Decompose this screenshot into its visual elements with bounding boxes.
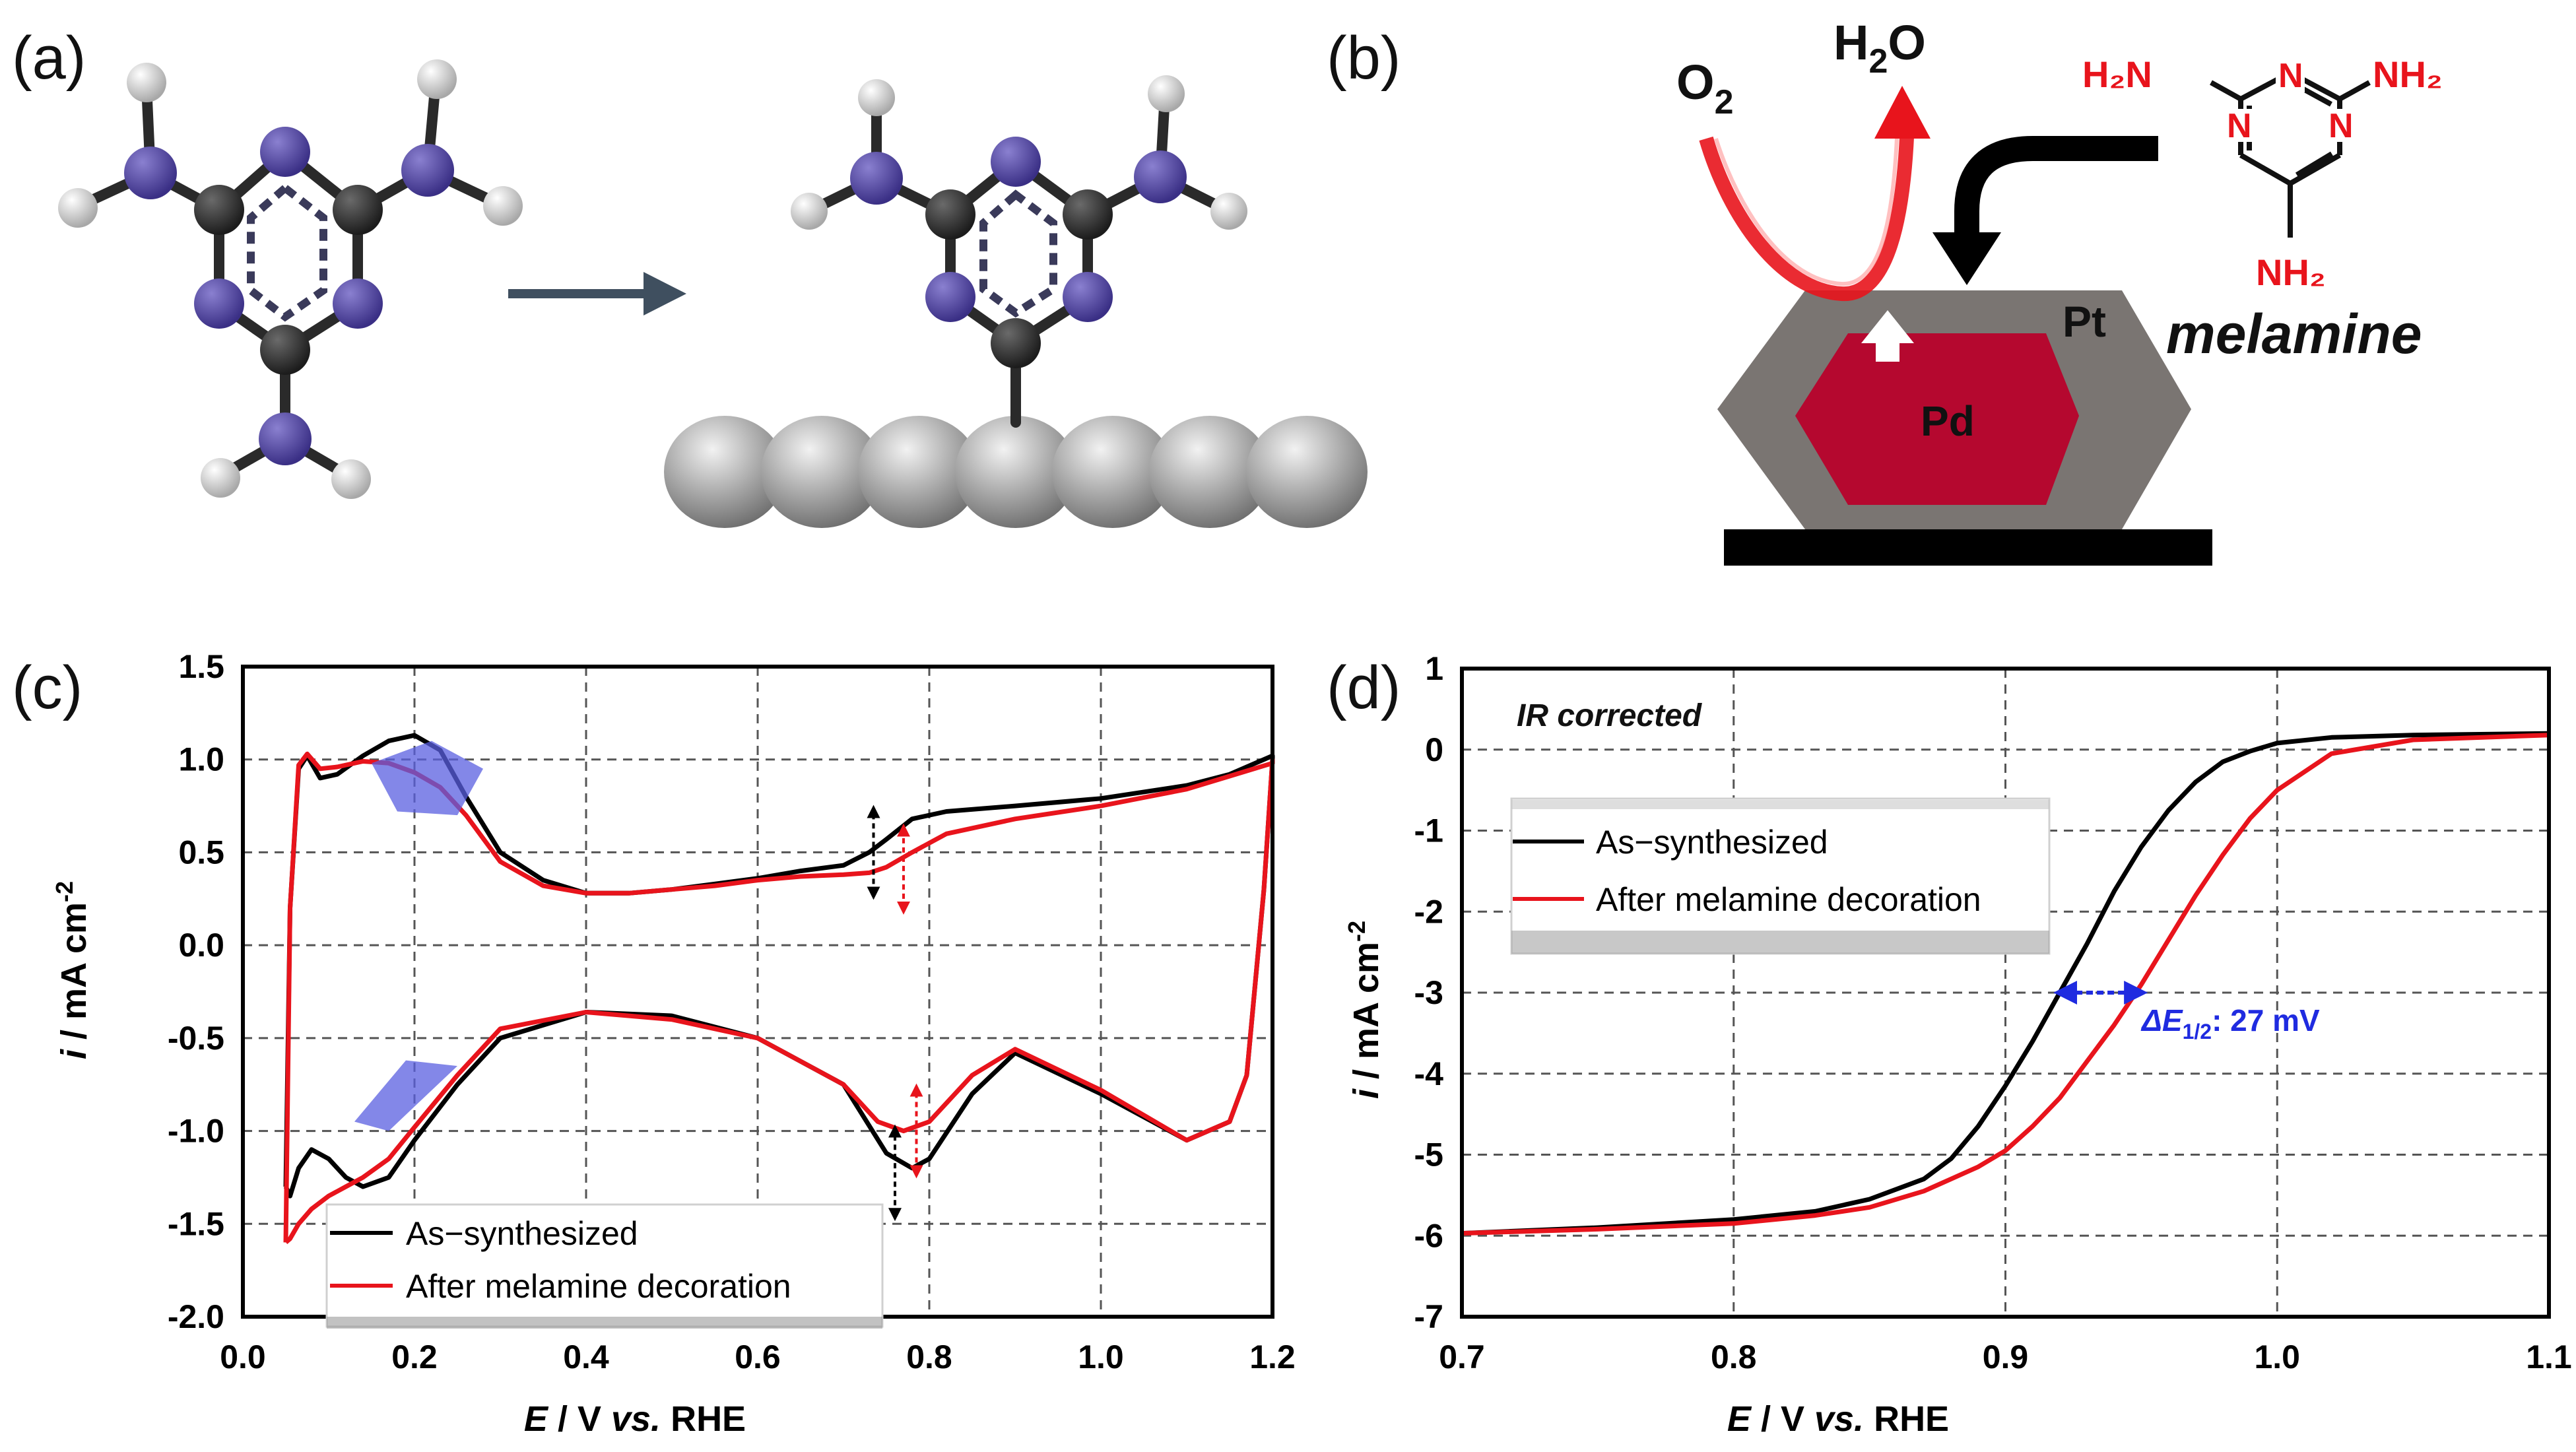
nh2-right-label: NH₂: [2373, 53, 2443, 95]
reaction-arrow: [508, 272, 686, 315]
ring-n-right: N: [2328, 107, 2354, 145]
lsv-grid: [1462, 669, 2549, 1317]
lsv-plot-frame: [1460, 667, 2551, 1319]
substrate-bar: [1724, 529, 2212, 566]
lsv-x-tick-label: 0.8: [1711, 1338, 1757, 1375]
cv-y-axis-title: i / mA cm-2: [51, 881, 94, 1059]
cv-legend-label-as: As−synthesized: [406, 1215, 638, 1252]
cv-y-tick-label: -0.5: [168, 1020, 224, 1057]
cv-adsorption-region-marker: [372, 741, 483, 816]
cv-x-tick-label: 0.6: [735, 1338, 781, 1375]
lsv-x-tick-label: 0.7: [1439, 1338, 1485, 1375]
lsv-y-tick-label: 1: [1425, 650, 1443, 687]
h2o-label: H2O: [1833, 15, 1926, 81]
melamine-structure: [2210, 70, 2371, 238]
melamine-label: melamine: [2166, 303, 2422, 365]
o2-label: O2: [1676, 55, 1733, 121]
lsv-y-tick-label: -3: [1414, 974, 1443, 1011]
nh2-left-label: H₂N: [2082, 53, 2152, 95]
panel-label-b: (b): [1327, 24, 1401, 92]
lsv-y-tick-label: -5: [1414, 1137, 1443, 1173]
cv-x-tick-label: 0.0: [220, 1338, 266, 1375]
ring-n-top: N: [2278, 57, 2303, 95]
cv-legend-label-after: After melamine decoration: [406, 1268, 791, 1305]
cv-y-tick-label: 1.0: [178, 741, 224, 778]
cv-marks: [283, 733, 1275, 1245]
lsv-legend-label-as: As−synthesized: [1596, 824, 1828, 861]
cv-y-tick-label: -2.0: [168, 1298, 224, 1335]
cv-y-tick-label: 0.0: [178, 927, 224, 964]
panel-label-d: (d): [1327, 654, 1401, 721]
lsv-y-tick-label: -7: [1414, 1298, 1443, 1335]
metal-surface: [664, 416, 1368, 528]
lsv-legend: As−synthesized After melamine decoration: [1510, 797, 2051, 955]
cv-desorption-region-marker: [354, 1060, 457, 1131]
lsv-y-tick-label: -1: [1414, 812, 1443, 849]
pd-core: [1795, 333, 2079, 505]
cv-x-tick-label: 0.8: [906, 1338, 952, 1375]
diffusion-arrow: [1861, 310, 1914, 362]
lsv-marks: [1461, 731, 2550, 1236]
cv-x-tick-label: 0.2: [391, 1338, 438, 1375]
cv-ticks: 0.0 0.2 0.4 0.6 0.8 1.0 1.2 -2.0 -1.5 -1.0 -0.5 0.0…: [168, 648, 1296, 1375]
panel-label-a: (a): [12, 24, 86, 92]
lsv-series-after-melamine: [1461, 733, 2550, 1236]
cv-y-tick-label: 1.5: [178, 648, 224, 685]
cv-x-axis-title: E / V vs. RHE: [524, 1399, 746, 1439]
lsv-x-tick-label: 1.1: [2526, 1338, 2572, 1375]
cv-y-tick-label: -1.5: [168, 1205, 224, 1242]
lsv-ir-corrected-note: IR corrected: [1517, 698, 1703, 733]
panel-label-c: (c): [12, 654, 83, 721]
cv-chart: 0.0 0.2 0.4 0.6 0.8 1.0 1.2 -2.0 -1.5 -1.0 -0.5 0.0…: [51, 648, 1296, 1439]
pd-label: Pd: [1921, 397, 1975, 445]
melamine-molecule-adsorbed: [664, 75, 1368, 528]
lsv-y-tick-label: -2: [1414, 893, 1443, 930]
lsv-series-as-synthesized: [1461, 731, 2550, 1236]
lsv-y-tick-label: -4: [1414, 1055, 1444, 1092]
lsv-delta-e-label: ΔE1/2: 27 mV: [2140, 1003, 2320, 1043]
orr-arrowhead: [1874, 86, 1931, 139]
cv-series-after-melamine: [283, 751, 1275, 1245]
lsv-y-axis-title: i / mA cm-2: [1343, 921, 1386, 1099]
lsv-y-tick-label: 0: [1425, 731, 1443, 768]
catalyst-schematic: Pt Pd O2 H2O N: [1676, 15, 2443, 566]
lsv-ticks: 0.7 0.8 0.9 1.0 1.1 -7 -6 -5 -4 -3 -2 -1 0 1: [1414, 650, 2572, 1375]
lsv-chart: 0.7 0.8 0.9 1.0 1.1 -7 -6 -5 -4 -3 -2 -1 0 1 IR corre…: [1343, 650, 2572, 1439]
pt-label: Pt: [2063, 297, 2106, 346]
cv-x-tick-label: 1.2: [1249, 1338, 1296, 1375]
cv-x-tick-label: 1.0: [1078, 1338, 1124, 1375]
lsv-y-tick-label: -6: [1414, 1217, 1443, 1254]
cv-y-tick-label: 0.5: [178, 834, 224, 871]
adsorption-arrow: [1954, 136, 2158, 238]
cv-x-tick-label: 0.4: [563, 1338, 609, 1375]
lsv-x-tick-label: 1.0: [2254, 1338, 2300, 1375]
melamine-molecule-free: [58, 59, 523, 499]
cv-y-tick-label: -1.0: [168, 1113, 224, 1150]
ring-n-left: N: [2227, 107, 2252, 145]
lsv-x-tick-label: 0.9: [1983, 1338, 2029, 1375]
cv-legend: As−synthesized After melamine decoration: [325, 1203, 884, 1329]
lsv-x-axis-title: E / V vs. RHE: [1727, 1399, 1949, 1439]
orr-arrow: [1699, 121, 1915, 302]
lsv-legend-label-after: After melamine decoration: [1596, 881, 1981, 918]
nh2-bottom-label: NH₂: [2256, 251, 2326, 293]
